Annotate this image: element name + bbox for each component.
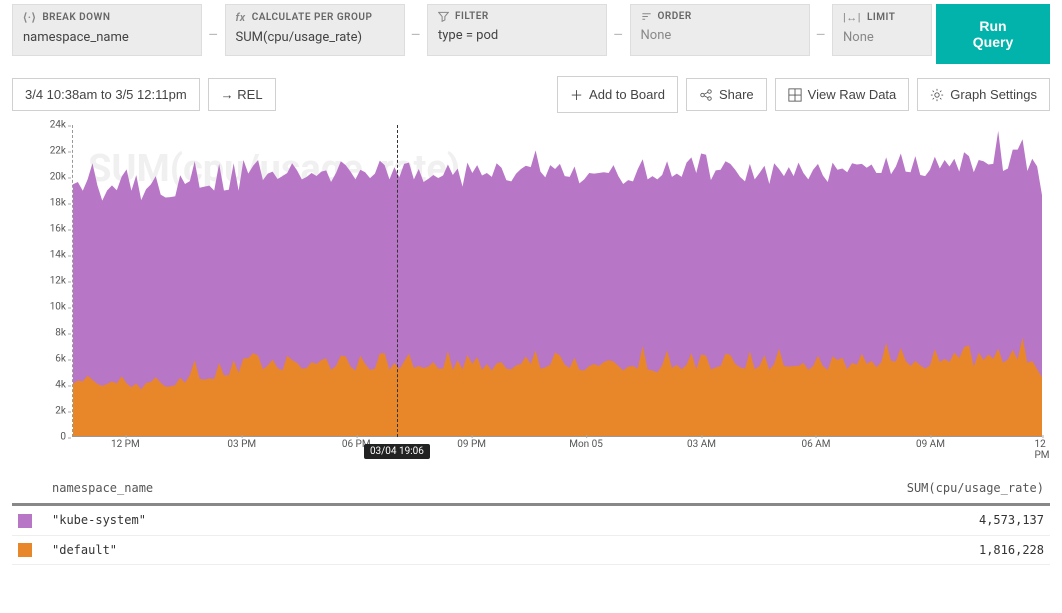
connector-dash: – xyxy=(206,25,221,44)
rel-text: → REL xyxy=(221,87,263,102)
cell-name: "kube-system" xyxy=(46,505,479,536)
x-tick: 03 PM xyxy=(227,439,256,450)
query-builder: ⟨·⟩ BREAK DOWN namespace_name – fx CALCULA… xyxy=(0,0,1062,64)
x-tick: 09 PM xyxy=(457,439,486,450)
chart-container: SUM(cpu/usage_rate) 02k4k6k8k10k12k14k16… xyxy=(0,125,1062,465)
x-tick: 03 AM xyxy=(687,439,716,450)
share-text: Share xyxy=(719,87,754,102)
filter-icon xyxy=(438,11,449,22)
breakdown-value: namespace_name xyxy=(23,30,191,45)
y-tick: 10k xyxy=(50,302,66,313)
plus-icon: ＋ xyxy=(570,85,583,104)
limit-value: None xyxy=(843,30,921,45)
results-table: namespace_name SUM(cpu/usage_rate) "kube… xyxy=(12,473,1050,565)
order-value: None xyxy=(641,28,799,43)
time-range-button[interactable]: 3/4 10:38am to 3/5 12:11pm xyxy=(12,78,200,111)
rel-button[interactable]: → REL xyxy=(208,78,276,111)
order-block[interactable]: ORDER None xyxy=(630,4,810,56)
gear-icon xyxy=(930,88,944,102)
x-axis: 12 PM03 PM06 PM09 PMMon 0503 AM06 AM09 A… xyxy=(72,437,1042,465)
view-raw-text: View Raw Data xyxy=(808,87,897,102)
filter-value: type = pod xyxy=(438,28,596,43)
breakdown-icon: ⟨·⟩ xyxy=(23,11,36,24)
x-tick: 09 AM xyxy=(916,439,945,450)
y-tick: 4k xyxy=(55,380,66,391)
share-button[interactable]: Share xyxy=(686,78,767,111)
calculate-block[interactable]: fx CALCULATE PER GROUP SUM(cpu/usage_rate… xyxy=(225,4,405,56)
table-row[interactable]: "default"1,816,228 xyxy=(12,535,1050,565)
y-tick: 6k xyxy=(55,354,66,365)
series-swatch xyxy=(18,514,32,528)
add-to-board-button[interactable]: ＋ Add to Board xyxy=(557,76,678,113)
breakdown-block[interactable]: ⟨·⟩ BREAK DOWN namespace_name xyxy=(12,4,202,56)
share-icon xyxy=(699,88,713,102)
table-icon xyxy=(788,88,802,102)
y-tick: 24k xyxy=(50,120,66,131)
chart-area[interactable]: SUM(cpu/usage_rate) 02k4k6k8k10k12k14k16… xyxy=(12,125,1050,465)
x-tick: 12 PM xyxy=(1034,439,1049,461)
y-tick: 2k xyxy=(55,406,66,417)
y-tick: 8k xyxy=(55,328,66,339)
cell-name: "default" xyxy=(46,535,479,565)
add-board-text: Add to Board xyxy=(589,87,665,102)
order-icon xyxy=(641,11,652,22)
filter-block[interactable]: FILTER type = pod xyxy=(427,4,607,56)
x-tick: 06 AM xyxy=(801,439,830,450)
connector-dash: – xyxy=(611,25,626,44)
breakdown-label: BREAK DOWN xyxy=(42,12,110,23)
series-swatch xyxy=(18,543,32,557)
x-tick: 12 PM xyxy=(111,439,140,450)
view-raw-button[interactable]: View Raw Data xyxy=(775,78,910,111)
x-tick: Mon 05 xyxy=(569,439,603,450)
function-icon: fx xyxy=(236,11,246,24)
run-query-button[interactable]: Run Query xyxy=(936,4,1050,64)
y-tick: 22k xyxy=(50,146,66,157)
connector-dash: – xyxy=(814,25,829,44)
calculate-label: CALCULATE PER GROUP xyxy=(252,12,373,23)
filter-label: FILTER xyxy=(455,11,489,22)
legend-table: namespace_name SUM(cpu/usage_rate) "kube… xyxy=(0,465,1062,577)
limit-label: LIMIT xyxy=(867,12,895,23)
y-axis: 02k4k6k8k10k12k14k16k18k20k22k24k xyxy=(12,125,72,437)
y-tick: 12k xyxy=(50,276,66,287)
order-label: ORDER xyxy=(658,11,692,22)
toolbar: 3/4 10:38am to 3/5 12:11pm → REL ＋ Add to… xyxy=(0,64,1062,125)
cell-value: 4,573,137 xyxy=(479,505,1050,536)
y-tick: 16k xyxy=(50,224,66,235)
y-tick: 14k xyxy=(50,250,66,261)
calculate-value: SUM(cpu/usage_rate) xyxy=(236,30,394,45)
col-sum[interactable]: SUM(cpu/usage_rate) xyxy=(479,473,1050,505)
col-namespace[interactable]: namespace_name xyxy=(46,473,479,505)
connector-dash: – xyxy=(409,25,424,44)
chart-cursor-label: 03/04 19:06 xyxy=(364,444,430,459)
y-tick: 0 xyxy=(60,432,66,443)
cell-value: 1,816,228 xyxy=(479,535,1050,565)
limit-icon: |↔| xyxy=(843,11,861,24)
table-row[interactable]: "kube-system"4,573,137 xyxy=(12,505,1050,536)
time-range-text: 3/4 10:38am to 3/5 12:11pm xyxy=(25,87,187,102)
graph-settings-button[interactable]: Graph Settings xyxy=(917,78,1050,111)
chart-plot[interactable] xyxy=(72,125,1042,437)
y-tick: 18k xyxy=(50,198,66,209)
limit-block[interactable]: |↔| LIMIT None xyxy=(832,4,932,56)
settings-text: Graph Settings xyxy=(950,87,1037,102)
y-tick: 20k xyxy=(50,172,66,183)
